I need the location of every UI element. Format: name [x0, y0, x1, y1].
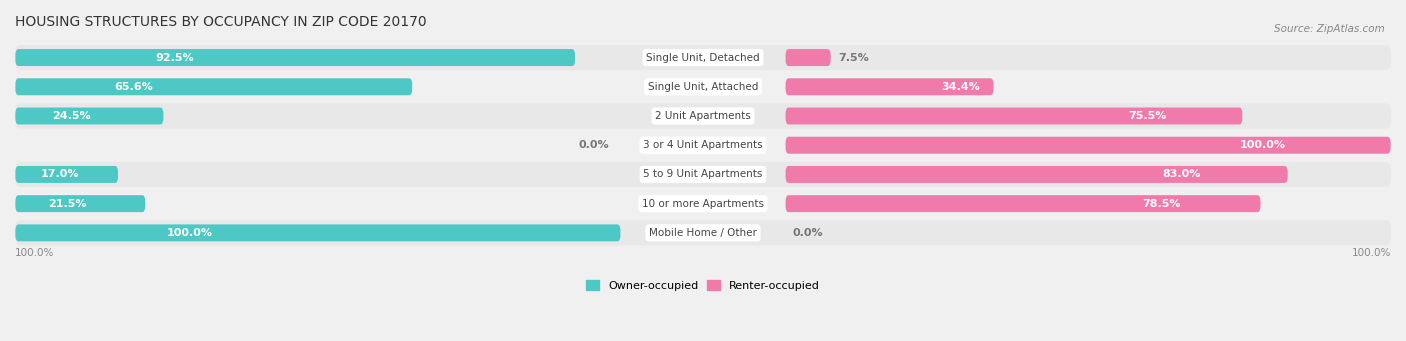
Text: 100.0%: 100.0%: [1351, 248, 1391, 258]
Text: 34.4%: 34.4%: [942, 82, 980, 92]
Text: 5 to 9 Unit Apartments: 5 to 9 Unit Apartments: [644, 169, 762, 179]
FancyBboxPatch shape: [786, 166, 1288, 183]
Legend: Owner-occupied, Renter-occupied: Owner-occupied, Renter-occupied: [581, 276, 825, 295]
Text: 100.0%: 100.0%: [166, 228, 212, 238]
Text: 100.0%: 100.0%: [15, 248, 55, 258]
Text: 2 Unit Apartments: 2 Unit Apartments: [655, 111, 751, 121]
Text: Single Unit, Attached: Single Unit, Attached: [648, 82, 758, 92]
Text: 0.0%: 0.0%: [579, 140, 609, 150]
FancyBboxPatch shape: [15, 224, 620, 241]
Text: 75.5%: 75.5%: [1129, 111, 1167, 121]
Text: Source: ZipAtlas.com: Source: ZipAtlas.com: [1274, 24, 1385, 34]
FancyBboxPatch shape: [15, 191, 1391, 216]
Text: Mobile Home / Other: Mobile Home / Other: [650, 228, 756, 238]
Text: Single Unit, Detached: Single Unit, Detached: [647, 53, 759, 62]
FancyBboxPatch shape: [786, 137, 1391, 154]
FancyBboxPatch shape: [15, 74, 1391, 99]
Text: 65.6%: 65.6%: [114, 82, 153, 92]
FancyBboxPatch shape: [15, 195, 145, 212]
Text: 10 or more Apartments: 10 or more Apartments: [643, 199, 763, 209]
Text: 17.0%: 17.0%: [41, 169, 79, 179]
Text: 24.5%: 24.5%: [52, 111, 91, 121]
Text: 0.0%: 0.0%: [793, 228, 823, 238]
Text: 3 or 4 Unit Apartments: 3 or 4 Unit Apartments: [643, 140, 763, 150]
FancyBboxPatch shape: [786, 78, 994, 95]
FancyBboxPatch shape: [15, 45, 1391, 70]
FancyBboxPatch shape: [15, 220, 1391, 246]
FancyBboxPatch shape: [15, 133, 1391, 158]
FancyBboxPatch shape: [15, 162, 1391, 187]
Text: 83.0%: 83.0%: [1163, 169, 1201, 179]
FancyBboxPatch shape: [786, 195, 1260, 212]
Text: 7.5%: 7.5%: [838, 53, 869, 62]
Text: 78.5%: 78.5%: [1142, 199, 1181, 209]
Text: HOUSING STRUCTURES BY OCCUPANCY IN ZIP CODE 20170: HOUSING STRUCTURES BY OCCUPANCY IN ZIP C…: [15, 15, 427, 29]
FancyBboxPatch shape: [15, 166, 118, 183]
FancyBboxPatch shape: [15, 103, 1391, 129]
Text: 21.5%: 21.5%: [48, 199, 86, 209]
Text: 100.0%: 100.0%: [1240, 140, 1285, 150]
Text: 92.5%: 92.5%: [155, 53, 194, 62]
FancyBboxPatch shape: [15, 49, 575, 66]
FancyBboxPatch shape: [786, 107, 1243, 124]
FancyBboxPatch shape: [15, 78, 412, 95]
FancyBboxPatch shape: [786, 49, 831, 66]
FancyBboxPatch shape: [15, 107, 163, 124]
